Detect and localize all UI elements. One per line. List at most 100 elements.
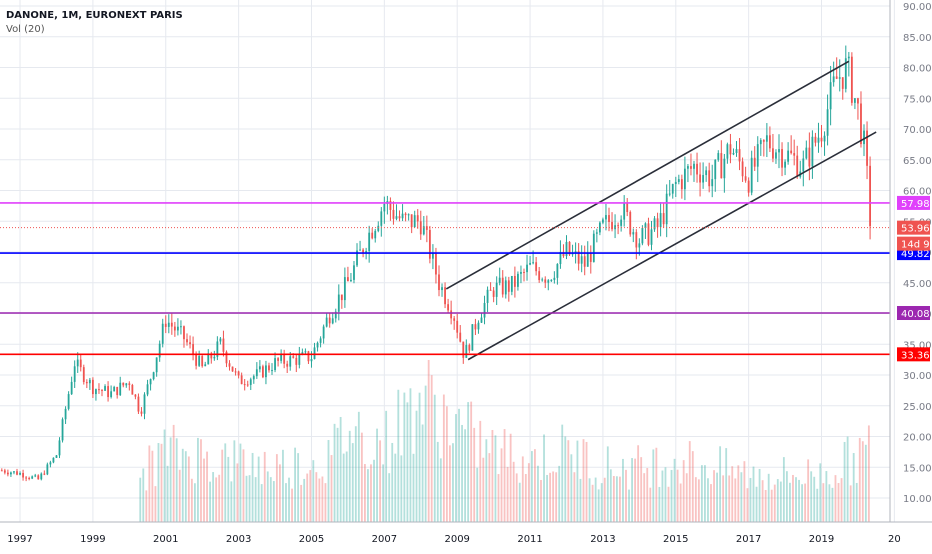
volume-bar — [782, 457, 785, 522]
volume-bar — [722, 475, 725, 522]
candle-body — [787, 150, 790, 162]
candle-body — [665, 193, 668, 225]
volume-bar — [749, 477, 752, 522]
volume-bar — [321, 476, 324, 522]
volume-bar — [400, 455, 403, 522]
candle-body — [450, 310, 453, 319]
candle-body — [374, 230, 377, 239]
candle-body — [650, 229, 653, 245]
candle-body — [644, 223, 647, 229]
channel-line-lower[interactable] — [467, 131, 877, 361]
candle-body — [547, 280, 550, 283]
volume-bar — [649, 487, 652, 522]
volume-bar — [339, 416, 342, 522]
volume-bar — [461, 424, 463, 522]
candle-body — [696, 163, 698, 175]
candle-body — [790, 150, 793, 154]
volume-bar — [573, 472, 576, 522]
volume-bar — [697, 479, 700, 522]
candle-body — [738, 149, 741, 162]
volume-bar — [455, 414, 457, 522]
candle-body — [768, 135, 771, 149]
candle-body — [46, 464, 49, 475]
candle-body — [526, 264, 528, 273]
candle-body — [416, 215, 419, 222]
candle-body — [808, 147, 811, 167]
volume-bar — [773, 484, 776, 522]
candle-body — [489, 289, 492, 291]
candle-body — [128, 383, 131, 385]
volume-bar — [664, 467, 667, 522]
candle-body — [149, 379, 152, 385]
volume-bar — [640, 457, 643, 522]
candle-body — [52, 457, 55, 463]
volume-bar — [415, 410, 418, 522]
candle-body — [765, 135, 768, 142]
candle-body — [213, 356, 216, 359]
candle-body — [850, 56, 853, 103]
channel-line-upper[interactable] — [445, 60, 850, 290]
volume-bar — [476, 467, 479, 522]
candle-body — [125, 383, 128, 386]
volume-bar — [546, 474, 548, 522]
volume-bar — [318, 478, 321, 522]
volume-bar — [622, 458, 624, 522]
candle-body — [37, 475, 40, 480]
candle-body — [735, 149, 738, 153]
volume-bar — [770, 489, 773, 522]
volume-bar — [324, 483, 327, 522]
volume-bar — [740, 472, 743, 522]
candle-body — [401, 213, 404, 219]
trend-channel[interactable] — [445, 60, 877, 361]
candle-body — [705, 170, 708, 176]
volume-bar — [670, 469, 673, 522]
y-tick-label: 10.00 — [903, 494, 932, 505]
candle-body — [137, 396, 140, 412]
candle-body — [380, 211, 383, 226]
candle-body — [31, 476, 34, 479]
candle-body — [167, 322, 170, 327]
candle-body — [629, 212, 632, 235]
volume-bar — [810, 471, 813, 522]
candle-body — [310, 359, 313, 362]
candle-body — [817, 137, 820, 143]
volume-bar — [855, 482, 858, 522]
x-tick-label: 2005 — [299, 534, 324, 545]
volume-bar — [233, 440, 236, 522]
candle-body — [784, 161, 786, 168]
candle-body — [246, 384, 249, 386]
volume-bar — [792, 474, 794, 522]
volume-bar — [345, 451, 348, 522]
candle-body — [583, 256, 586, 267]
volume-bar — [716, 472, 718, 522]
candle-body — [91, 379, 94, 395]
candle-body — [483, 302, 486, 318]
candle-body — [635, 232, 638, 248]
candle-body — [683, 168, 686, 190]
candle-body — [863, 130, 865, 145]
candle-body — [513, 275, 516, 287]
volume-bar — [139, 477, 142, 522]
volume-bar — [597, 489, 600, 522]
candle-body — [626, 202, 629, 213]
volume-bar — [236, 463, 239, 522]
candle-body — [732, 152, 735, 155]
candle-body — [653, 218, 656, 230]
volume-bar — [424, 385, 427, 522]
candle-body — [623, 202, 626, 220]
volume-bar — [725, 448, 728, 522]
x-tick-label: 2019 — [809, 534, 834, 545]
volume-bar — [552, 471, 555, 522]
volume-bar — [600, 483, 603, 522]
horizontal-levels[interactable] — [0, 202, 890, 356]
volume-bar — [512, 461, 515, 522]
volume-bar — [294, 447, 296, 522]
candle-body — [316, 342, 319, 348]
candle-body — [553, 277, 556, 280]
volume-bar — [609, 469, 612, 522]
candle-body — [207, 353, 210, 365]
volume-bar — [564, 436, 567, 522]
